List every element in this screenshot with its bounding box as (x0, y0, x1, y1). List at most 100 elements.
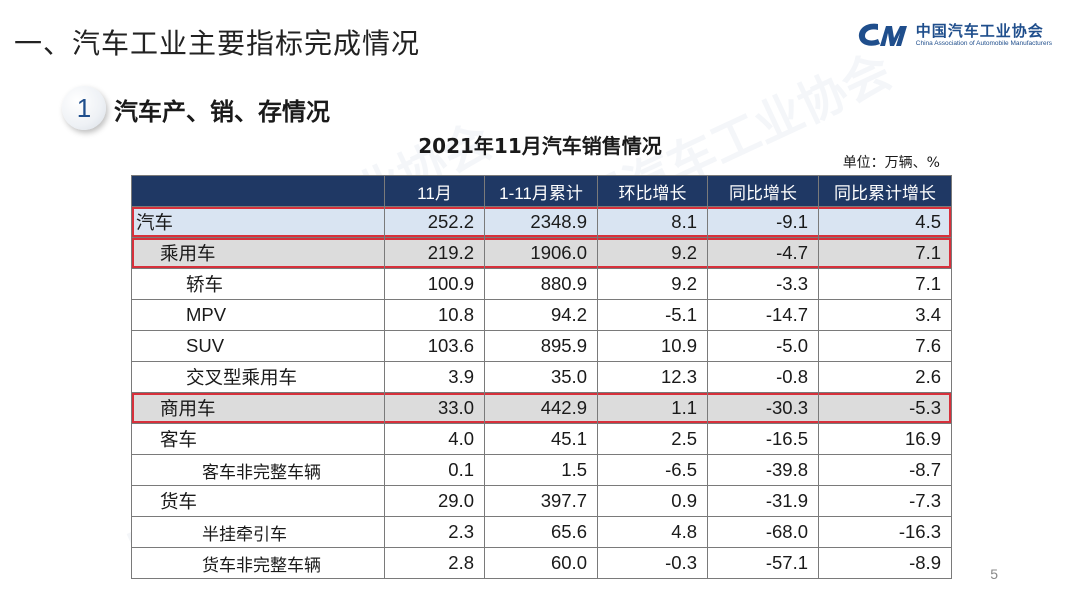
table-cell: 16.9 (818, 423, 952, 455)
table-cell: -8.7 (818, 454, 952, 486)
table-cell: -31.9 (707, 485, 819, 517)
table-cell: -3.3 (707, 268, 819, 300)
table-cell: 35.0 (484, 361, 598, 393)
table-cell: 65.6 (484, 516, 598, 548)
table-cell: 29.0 (384, 485, 485, 517)
table-cell: 4.0 (384, 423, 485, 455)
table-cell: -5.3 (818, 392, 952, 424)
table-cell: 103.6 (384, 330, 485, 362)
table-cell: 60.0 (484, 547, 598, 579)
table-cell: 94.2 (484, 299, 598, 331)
column-header: 1-11月累计 (484, 175, 598, 207)
table-header-row: 11月 1-11月累计 环比增长 同比增长 同比累计增长 (131, 175, 952, 207)
table-cell: 4.8 (597, 516, 708, 548)
table-row: SUV 103.6 895.9 10.9 -5.0 7.6 (131, 330, 952, 362)
table-cell: 880.9 (484, 268, 598, 300)
table-row: 汽车 252.2 2348.9 8.1 -9.1 4.5 (131, 206, 952, 238)
table-row: 半挂牵引车 2.3 65.6 4.8 -68.0 -16.3 (131, 516, 952, 548)
table-row: 商用车 33.0 442.9 1.1 -30.3 -5.3 (131, 392, 952, 424)
table-cell: -14.7 (707, 299, 819, 331)
table-cell: 7.6 (818, 330, 952, 362)
table-row: 交叉型乘用车 3.9 35.0 12.3 -0.8 2.6 (131, 361, 952, 393)
table-cell: -16.5 (707, 423, 819, 455)
table-cell: 2.8 (384, 547, 485, 579)
table-row: 乘用车 219.2 1906.0 9.2 -4.7 7.1 (131, 237, 952, 269)
table-cell: 2.3 (384, 516, 485, 548)
table-cell: 10.9 (597, 330, 708, 362)
column-header: 环比增长 (597, 175, 708, 207)
row-label: 交叉型乘用车 (131, 361, 385, 393)
table-cell: 9.2 (597, 268, 708, 300)
table-cell: 895.9 (484, 330, 598, 362)
table-cell: 4.5 (818, 206, 952, 238)
table-cell: 33.0 (384, 392, 485, 424)
table-cell: -8.9 (818, 547, 952, 579)
table-cell: 7.1 (818, 268, 952, 300)
table-row: MPV 10.8 94.2 -5.1 -14.7 3.4 (131, 299, 952, 331)
table-cell: -57.1 (707, 547, 819, 579)
table-cell: 0.9 (597, 485, 708, 517)
table-cell: -39.8 (707, 454, 819, 486)
table-cell: 252.2 (384, 206, 485, 238)
table-title: 2021年11月汽车销售情况 (418, 134, 662, 158)
section-number-badge: 1 (62, 86, 106, 130)
table-cell: -5.1 (597, 299, 708, 331)
caam-logo-icon (858, 23, 907, 46)
table-cell: 2348.9 (484, 206, 598, 238)
row-label: 客车 (131, 423, 385, 455)
table-cell: -5.0 (707, 330, 819, 362)
table-cell: 3.9 (384, 361, 485, 393)
row-label: 商用车 (131, 392, 385, 424)
table-cell: 2.5 (597, 423, 708, 455)
table-cell: -7.3 (818, 485, 952, 517)
table-cell: 1906.0 (484, 237, 598, 269)
row-label: MPV (131, 299, 385, 331)
table-cell: -9.1 (707, 206, 819, 238)
table-cell: 100.9 (384, 268, 485, 300)
section-title: 汽车产、销、存情况 (114, 98, 330, 126)
column-header: 同比增长 (707, 175, 819, 207)
table-row: 客车 4.0 45.1 2.5 -16.5 16.9 (131, 423, 952, 455)
page-title: 一、汽车工业主要指标完成情况 (14, 27, 421, 60)
table-cell: 8.1 (597, 206, 708, 238)
column-header (131, 175, 385, 207)
column-header: 同比累计增长 (818, 175, 952, 207)
table-cell: 2.6 (818, 361, 952, 393)
table-cell: -4.7 (707, 237, 819, 269)
table-row: 货车 29.0 397.7 0.9 -31.9 -7.3 (131, 485, 952, 517)
table-cell: 10.8 (384, 299, 485, 331)
row-label: 货车非完整车辆 (131, 547, 385, 579)
table-cell: -30.3 (707, 392, 819, 424)
table-cell: 1.5 (484, 454, 598, 486)
table-cell: 397.7 (484, 485, 598, 517)
table-row: 货车非完整车辆 2.8 60.0 -0.3 -57.1 -8.9 (131, 547, 952, 579)
table-row: 客车非完整车辆 0.1 1.5 -6.5 -39.8 -8.7 (131, 454, 952, 486)
page-number: 5 (990, 566, 998, 582)
table-cell: -16.3 (818, 516, 952, 548)
logo-name-cn: 中国汽车工业协会 (915, 21, 1044, 40)
table-cell: 1.1 (597, 392, 708, 424)
sales-table: 11月 1-11月累计 环比增长 同比增长 同比累计增长 汽车 252.2 2348… (131, 175, 952, 579)
table-cell: -0.8 (707, 361, 819, 393)
table-row: 轿车 100.9 880.9 9.2 -3.3 7.1 (131, 268, 952, 300)
table-cell: 219.2 (384, 237, 485, 269)
row-label: 半挂牵引车 (131, 516, 385, 548)
row-label: 轿车 (131, 268, 385, 300)
table-cell: 12.3 (597, 361, 708, 393)
table-cell: -68.0 (707, 516, 819, 548)
table-cell: 45.1 (484, 423, 598, 455)
table-cell: -0.3 (597, 547, 708, 579)
column-header: 11月 (384, 175, 485, 207)
table-cell: 3.4 (818, 299, 952, 331)
table-cell: -6.5 (597, 454, 708, 486)
unit-note: 单位：万辆、% (842, 155, 940, 171)
table-cell: 0.1 (384, 454, 485, 486)
table-cell: 442.9 (484, 392, 598, 424)
row-label: 货车 (131, 485, 385, 517)
logo: 中国汽车工业协会 China Association of Automobile… (856, 20, 1052, 50)
row-label: 汽车 (131, 206, 385, 238)
row-label: 客车非完整车辆 (131, 454, 385, 486)
row-label: 乘用车 (131, 237, 385, 269)
table-cell: 7.1 (818, 237, 952, 269)
row-label: SUV (131, 330, 385, 362)
